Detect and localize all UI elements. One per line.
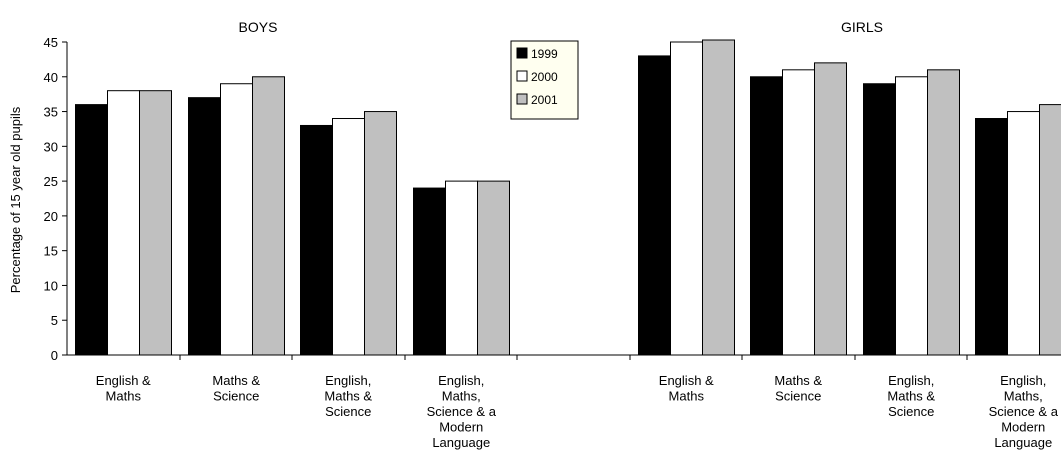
bar-2000	[220, 83, 253, 356]
category-label-line: English &	[96, 373, 151, 388]
category-label-line: Science	[325, 404, 371, 419]
category-label: English, Maths & Science	[324, 373, 372, 419]
category-label: English & Maths	[96, 373, 151, 404]
bar-1999	[75, 104, 108, 356]
bar-2001	[252, 76, 285, 356]
bar-2001	[927, 69, 960, 356]
legend-label: 2001	[531, 93, 558, 107]
category-label-line: English,	[438, 373, 484, 388]
bar-2001	[364, 111, 397, 356]
category-label-line: Science & a	[989, 404, 1059, 419]
category-label-line: Modern	[439, 420, 483, 435]
category-label: English, Maths, Science & a Modern Language	[427, 373, 497, 450]
category-label-line: Maths &	[324, 389, 372, 404]
category-label-line: Modern	[1001, 420, 1045, 435]
panel-title: BOYS	[239, 19, 278, 35]
category-label-line: Science & a	[427, 404, 497, 419]
bar-1999	[750, 76, 783, 356]
category-label-line: Science	[775, 389, 821, 404]
bar-2001	[814, 62, 847, 356]
y-tick-label: 20	[44, 209, 58, 224]
category-label-line: Maths	[106, 389, 142, 404]
legend-swatch-2001	[516, 93, 528, 105]
bar-2000	[445, 180, 478, 356]
category-label-line: Maths,	[442, 389, 481, 404]
bars	[75, 39, 1061, 356]
bar-2000	[782, 69, 815, 356]
category-label-line: Maths &	[212, 373, 260, 388]
bar-1999	[975, 118, 1008, 356]
y-tick-label: 35	[44, 105, 58, 120]
category-label-line: Maths &	[774, 373, 822, 388]
bar-2001	[139, 90, 172, 356]
bar-2000	[107, 90, 140, 356]
legend-swatch-1999	[516, 47, 528, 59]
category-label: English, Maths & Science	[887, 373, 935, 419]
category-label: English & Maths	[659, 373, 714, 404]
category-label-line: Language	[432, 435, 490, 450]
bar-2001	[1039, 104, 1061, 356]
category-label: Maths & Science	[212, 373, 260, 404]
bar-1999	[638, 55, 671, 356]
legend-label: 2000	[531, 70, 558, 84]
y-tick-label: 25	[44, 174, 58, 189]
category-label-line: English,	[1000, 373, 1046, 388]
legend-label: 1999	[531, 47, 558, 61]
category-label-line: Maths &	[887, 389, 935, 404]
y-axis-title: Percentage of 15 year old pupils	[8, 106, 23, 293]
bar-1999	[413, 187, 446, 356]
y-tick-label: 10	[44, 278, 58, 293]
category-label: English, Maths, Science & a Modern Language	[989, 373, 1059, 450]
bar-1999	[863, 83, 896, 356]
category-label-line: English,	[325, 373, 371, 388]
legend-swatch-2000	[516, 70, 528, 82]
bar-1999	[188, 97, 221, 356]
category-label-line: English,	[888, 373, 934, 388]
category-label-line: Maths,	[1004, 389, 1043, 404]
y-tick-label: 0	[51, 348, 58, 363]
y-tick-label: 5	[51, 313, 58, 328]
legend: 1999 2000 2001	[510, 40, 579, 120]
category-label-line: Science	[213, 389, 259, 404]
bar-2000	[670, 41, 703, 356]
y-tick-label: 45	[44, 35, 58, 50]
bar-2001	[702, 39, 735, 356]
category-label-line: English &	[659, 373, 714, 388]
bar-2000	[895, 76, 928, 356]
y-tick-label: 30	[44, 139, 58, 154]
category-label-line: Maths	[669, 389, 705, 404]
category-label: Maths & Science	[774, 373, 822, 404]
category-label-line: Science	[888, 404, 934, 419]
bar-2000	[1007, 111, 1040, 356]
y-tick-label: 40	[44, 70, 58, 85]
bar-1999	[300, 124, 333, 356]
category-label-line: Language	[994, 435, 1052, 450]
bar-2000	[332, 118, 365, 356]
panel-title: GIRLS	[841, 19, 883, 35]
bar-2001	[477, 180, 510, 356]
y-tick-label: 15	[44, 244, 58, 259]
